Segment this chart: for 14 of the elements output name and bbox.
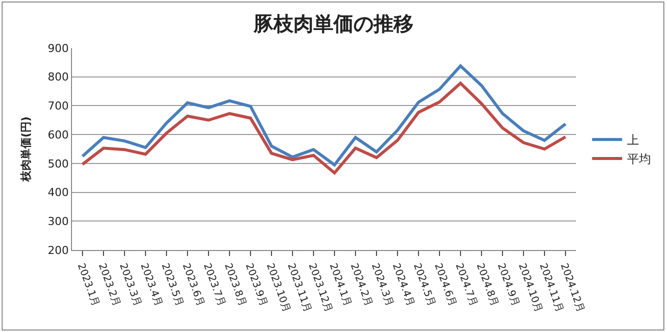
y-axis-title: 枝肉単価(円) [19, 116, 32, 183]
y-tick-label: 400 [48, 186, 69, 200]
y-tick-label: 500 [48, 157, 69, 170]
y-tick-label: 200 [48, 244, 69, 257]
legend-label: 上 [627, 133, 640, 148]
line-series [81, 82, 567, 174]
y-tick-label: 700 [48, 100, 69, 113]
y-tick-label: 600 [48, 128, 69, 142]
y-tick-label: 800 [48, 70, 69, 84]
y-tick-label: 300 [48, 214, 69, 228]
chart-title: 豚枝肉単価の推移 [252, 12, 414, 36]
legend-label: 平均 [627, 152, 652, 166]
line-series [81, 64, 567, 166]
y-tick-label: 900 [48, 42, 69, 55]
